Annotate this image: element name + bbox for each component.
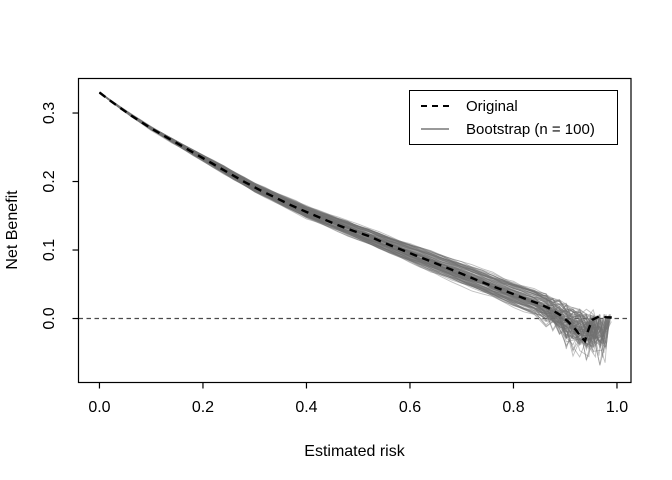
original-line-sample bbox=[421, 105, 449, 107]
bootstrap-line-sample bbox=[421, 128, 449, 130]
bootstrap-curve bbox=[99, 92, 602, 336]
bootstrap-curve bbox=[99, 92, 593, 337]
bootstrap-curve bbox=[99, 92, 594, 333]
bootstrap-curve bbox=[99, 91, 610, 344]
bootstrap-curve bbox=[99, 91, 599, 341]
bootstrap-curve bbox=[99, 92, 592, 348]
bootstrap-curve bbox=[99, 92, 591, 346]
bootstrap-curve bbox=[99, 92, 607, 358]
bootstrap-curve bbox=[99, 91, 611, 348]
y-axis-title: Net Benefit bbox=[4, 190, 21, 270]
plot-border bbox=[77, 77, 632, 384]
bootstrap-curve bbox=[99, 91, 592, 332]
y-tick-label: 0.1 bbox=[41, 239, 58, 261]
bootstrap-curve bbox=[99, 92, 592, 332]
bootstrap-curve bbox=[99, 92, 592, 332]
bootstrap-curve bbox=[99, 91, 592, 338]
bootstrap-curve bbox=[99, 92, 601, 347]
bootstrap-curve bbox=[99, 92, 593, 358]
bootstrap-curve bbox=[99, 92, 611, 331]
y-axis: 0.0 0.1 0.2 0.3 bbox=[41, 102, 79, 330]
bootstrap-curve bbox=[99, 92, 609, 332]
bootstrap-curve bbox=[99, 92, 610, 352]
bootstrap-curve bbox=[99, 91, 608, 340]
bootstrap-curve bbox=[99, 91, 598, 347]
bootstrap-curve bbox=[99, 92, 593, 350]
x-axis: 0.0 0.2 0.4 0.6 0.8 1.0 bbox=[88, 382, 628, 416]
bootstrap-curve bbox=[99, 92, 599, 344]
y-tick-label: 0.3 bbox=[41, 102, 58, 124]
bootstrap-curve bbox=[99, 92, 591, 341]
x-tick-label: 0.6 bbox=[399, 399, 421, 416]
legend-entry-original: Original bbox=[421, 96, 617, 116]
bootstrap-curve bbox=[99, 92, 602, 353]
legend-label-original: Original bbox=[466, 97, 518, 115]
bootstrap-curve bbox=[99, 92, 610, 365]
bootstrap-curve bbox=[99, 92, 594, 331]
x-tick-label: 0.0 bbox=[88, 399, 110, 416]
bootstrap-curve bbox=[99, 91, 607, 342]
x-tick-label: 0.8 bbox=[502, 399, 524, 416]
original-curve bbox=[98, 91, 612, 344]
bootstrap-curve bbox=[99, 91, 592, 333]
bootstrap-curve bbox=[99, 92, 592, 338]
legend: Original Bootstrap (n = 100) bbox=[409, 90, 618, 145]
bootstrap-curve bbox=[99, 91, 605, 335]
x-tick-label: 1.0 bbox=[606, 399, 628, 416]
legend-label-bootstrap: Bootstrap (n = 100) bbox=[466, 120, 595, 138]
bootstrap-curve bbox=[99, 92, 606, 347]
x-tick-label: 0.4 bbox=[295, 399, 317, 416]
bootstrap-curve bbox=[99, 92, 604, 345]
bootstrap-curve bbox=[99, 92, 593, 336]
bootstrap-curve bbox=[99, 92, 596, 333]
bootstrap-curve bbox=[99, 92, 600, 359]
legend-entry-bootstrap: Bootstrap (n = 100) bbox=[421, 119, 617, 139]
x-tick-label: 0.2 bbox=[192, 399, 214, 416]
bootstrap-curve bbox=[99, 92, 607, 352]
bootstrap-curve bbox=[99, 92, 607, 337]
y-tick-label: 0.2 bbox=[41, 170, 58, 192]
x-axis-title: Estimated risk bbox=[304, 443, 405, 460]
bootstrap-curve bbox=[99, 92, 607, 358]
y-tick-label: 0.0 bbox=[41, 307, 58, 329]
